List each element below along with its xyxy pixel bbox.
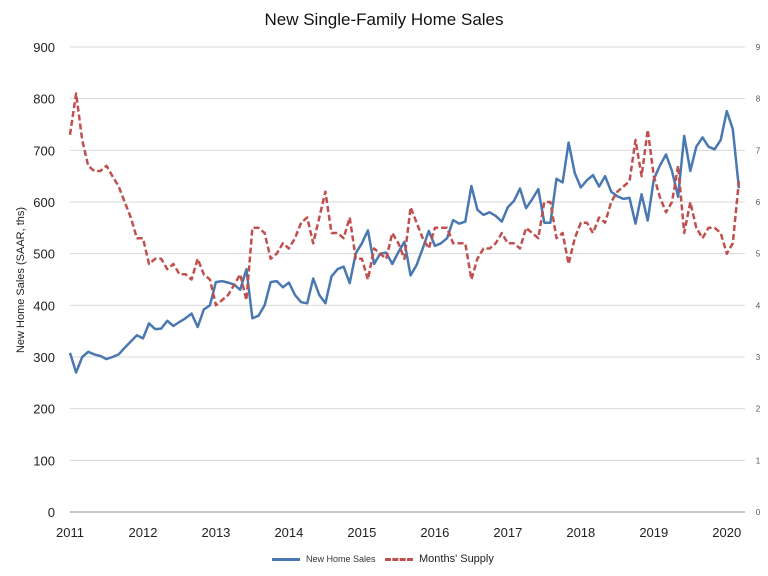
y2-tick-label: 1 xyxy=(756,456,761,465)
y-tick-label: 600 xyxy=(33,195,55,210)
x-tick-label: 2015 xyxy=(347,525,376,540)
y-tick-label: 500 xyxy=(33,247,55,262)
y2-tick-label: 3 xyxy=(756,353,761,362)
y2-tick-label: 5 xyxy=(756,250,761,259)
legend: New Home Sales Months' Supply xyxy=(0,551,768,569)
grid-lines xyxy=(70,46,745,513)
y-tick-label: 700 xyxy=(33,143,55,158)
chart-title: New Single-Family Home Sales xyxy=(264,10,504,29)
x-tick-label: 2019 xyxy=(639,525,668,540)
legend-item-months-supply: Months' Supply xyxy=(385,553,494,565)
y-tick-label: 400 xyxy=(33,298,55,313)
x-tick-label: 2018 xyxy=(566,525,595,540)
y-tick-label: 900 xyxy=(33,40,55,55)
y-tick-label: 100 xyxy=(33,453,55,468)
legend-label: New Home Sales xyxy=(306,554,376,564)
y-tick-label: 0 xyxy=(48,505,55,520)
x-axis-ticks: 2011 2012 2013 2014 2015 2016 2017 2018 2019 2020 xyxy=(56,525,741,540)
y2-tick-label: 9 xyxy=(756,43,761,52)
y2-tick-label: 8 xyxy=(756,95,761,104)
y2-tick-label: 6 xyxy=(756,198,761,207)
y-axis-left-ticks: 0 100 200 300 400 500 600 700 800 900 xyxy=(33,40,55,520)
y2-tick-label: 4 xyxy=(756,301,761,310)
x-tick-label: 2013 xyxy=(201,525,230,540)
legend-swatch-blue xyxy=(272,557,300,561)
y-tick-label: 200 xyxy=(33,402,55,417)
legend-swatch-red xyxy=(385,557,413,561)
series-line-new-home-sales xyxy=(68,109,741,374)
x-tick-label: 2020 xyxy=(712,525,741,540)
y-tick-label: 800 xyxy=(33,92,55,107)
series-line-months-supply xyxy=(68,92,741,307)
y-axis-right-ticks: 0 1 2 3 4 5 6 7 8 9 xyxy=(756,43,761,517)
y2-tick-label: 2 xyxy=(756,405,761,414)
x-tick-label: 2011 xyxy=(56,525,84,540)
series-lines xyxy=(68,92,741,374)
x-tick-label: 2017 xyxy=(493,525,522,540)
x-tick-label: 2016 xyxy=(420,525,449,540)
y2-tick-label: 0 xyxy=(756,508,761,517)
x-tick-label: 2012 xyxy=(129,525,158,540)
y-tick-label: 300 xyxy=(33,350,55,365)
y2-tick-label: 7 xyxy=(756,146,761,155)
legend-item-new-home-sales: New Home Sales xyxy=(272,554,376,564)
legend-label: Months' Supply xyxy=(419,553,494,565)
x-tick-label: 2014 xyxy=(274,525,303,540)
y-axis-label: New Home Sales (SAAR, ths) xyxy=(15,207,27,353)
